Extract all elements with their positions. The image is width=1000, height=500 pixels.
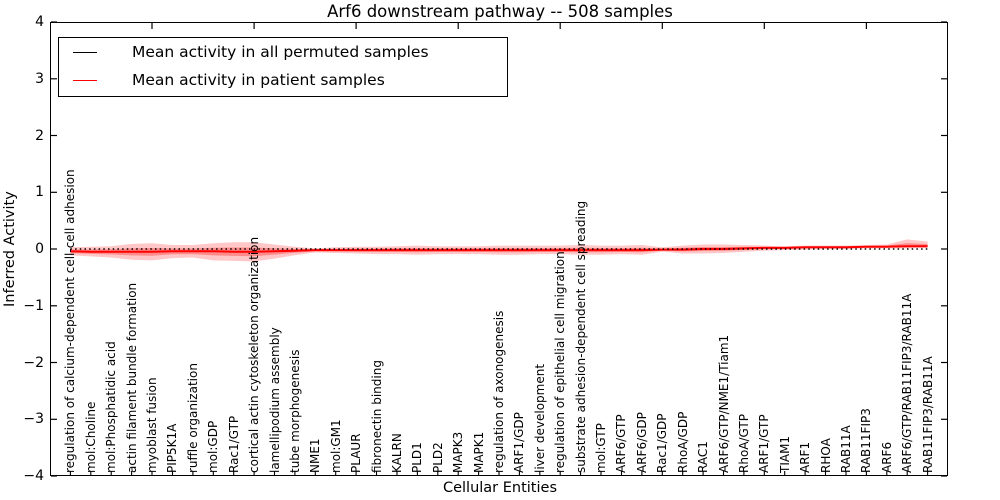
y-tick-label: −2 xyxy=(23,355,44,371)
x-tick-label: substrate adhesion-dependent cell spread… xyxy=(574,200,588,473)
x-tick-label: TIAM1 xyxy=(778,435,792,473)
x-tick-label: Rac1/GDP xyxy=(655,413,669,473)
legend-label-patient: Mean activity in patient samples xyxy=(132,71,385,89)
legend-label-permuted: Mean activity in all permuted samples xyxy=(132,43,429,61)
chart-title: Arf6 downstream pathway -- 508 samples xyxy=(327,2,673,21)
x-tick-label: mol:GTP xyxy=(594,423,608,473)
x-tick-label: ARF1/GDP xyxy=(512,412,526,473)
y-tick-label: 3 xyxy=(35,71,44,87)
axes-frame xyxy=(50,22,948,476)
legend-line-swatch-patient xyxy=(73,79,97,81)
y-tick-label: 2 xyxy=(35,128,44,144)
legend-line-swatch-permuted xyxy=(73,51,97,53)
legend-row-patient: Mean activity in patient samples xyxy=(59,66,507,94)
x-tick-label: ARF6 xyxy=(880,441,894,473)
x-tick-label: ARF6/GTP xyxy=(614,414,628,473)
x-tick-label: ARF6/GDP xyxy=(635,412,649,473)
x-tick-label: RhoA/GTP xyxy=(737,414,751,473)
y-tick-label: −1 xyxy=(23,298,44,314)
y-tick-label: 1 xyxy=(35,184,44,200)
legend-box: Mean activity in all permuted samples Me… xyxy=(58,37,508,97)
x-tick-label: RHOA xyxy=(819,438,833,473)
y-tick-label: 4 xyxy=(35,14,44,30)
x-tick-label: ARF1/GTP xyxy=(757,414,771,473)
patient-mean-line xyxy=(70,245,928,253)
x-axis-label: Cellular Entities xyxy=(442,480,558,496)
x-tick-label: ARF1 xyxy=(798,441,812,473)
y-tick-label: 0 xyxy=(35,241,44,257)
x-tick-label: RhoA/GDP xyxy=(676,411,690,473)
x-tick-label: regulation of epithelial cell migration xyxy=(553,251,567,473)
x-tick-label: ARF6/GTP/NME1/Tiam1 xyxy=(717,334,731,473)
legend-row-permuted: Mean activity in all permuted samples xyxy=(59,38,507,66)
x-tick-label: ARF6/GTP/RAB11FIP3/RAB11A xyxy=(900,293,914,473)
x-tick-label: RAB11FIP3 xyxy=(859,408,873,473)
y-tick-label: −3 xyxy=(23,411,44,427)
x-tick-label: RAB11A xyxy=(839,425,853,473)
y-tick-label: −4 xyxy=(23,468,44,484)
x-tick-label: RAB11FIP3/RAB11A xyxy=(921,356,935,473)
x-tick-label: liver development xyxy=(533,363,547,473)
x-tick-label: RAC1 xyxy=(696,441,710,473)
